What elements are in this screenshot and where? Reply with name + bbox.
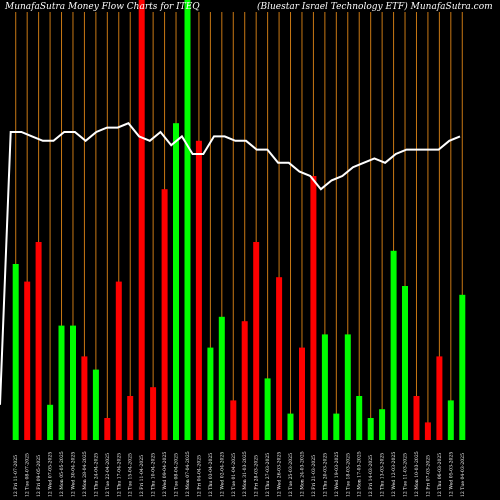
x-tick-label: 12 Fri 04-04-2025: [196, 455, 202, 497]
bar: [413, 396, 420, 440]
x-tick-label: 12 Mon 05-05-2025: [59, 451, 65, 497]
bar: [127, 396, 134, 440]
x-tick-label: 12 Thu 13-03-2025: [380, 453, 386, 497]
x-tick-label: 12 Mon 10-03-2025: [414, 451, 420, 497]
bar: [35, 242, 42, 440]
bar: [310, 176, 317, 440]
bar: [287, 413, 294, 440]
x-tick-label: 12 Wed 07-05-2025: [48, 452, 54, 497]
x-tick-label: 12 Thu 20-03-2025: [322, 453, 328, 497]
x-tick-label: 12 Thu 10-04-2025: [151, 453, 157, 497]
bar: [344, 334, 351, 440]
x-tick-label: 12 Tue 01-04-2025: [231, 453, 237, 497]
x-tick-label: 12 Tue 15-04-2025: [128, 453, 134, 497]
x-tick-label: 12 Wed 30-04-2025: [71, 452, 77, 497]
x-tick-label: 12 Tue 04-03-2025: [460, 453, 466, 497]
bar: [241, 321, 248, 440]
x-tick-label: 12 Fri 11-07-2025: [13, 455, 19, 497]
bar: [333, 413, 340, 440]
bar: [184, 0, 191, 440]
bar: [12, 264, 19, 440]
x-tick-label: 12 Fri 09-05-2025: [36, 455, 42, 497]
x-tick-label: 12 Wed 26-03-2025: [277, 452, 283, 497]
bar: [195, 140, 202, 441]
bar: [104, 418, 111, 440]
x-tick-label: 12 Tue 18-03-2025: [345, 453, 351, 497]
bar: [321, 334, 328, 440]
x-tick-label: 12 Thu 06-03-2025: [437, 453, 443, 497]
x-tick-labels: 12 Fri 11-07-2025 12 Tue 08-07-2025 12 Fri…: [13, 451, 466, 497]
x-tick-label: 12 Wed 05-03-2025: [448, 452, 454, 497]
bar-series: [12, 0, 466, 441]
bar: [161, 189, 168, 440]
bar: [230, 400, 237, 440]
bar: [402, 286, 408, 440]
x-tick-label: 12 Fri 07-03-2025: [425, 455, 431, 497]
bar: [264, 378, 271, 440]
bar: [70, 325, 76, 440]
bar: [150, 387, 157, 440]
bar: [47, 404, 54, 440]
chart-title: MunafaSutra Money Flow Charts for ITEQ: [4, 2, 200, 12]
x-tick-label: 12 Thu 17-04-2025: [116, 453, 122, 497]
bar: [436, 356, 443, 440]
x-tick-label: 12 Fri 11-04-2025: [139, 455, 145, 497]
x-tick-label: 12 Mon 28-04-2025: [82, 451, 88, 497]
x-tick-label: 12 Tue 25-03-2025: [288, 453, 294, 497]
x-tick-label: 12 Tue 22-04-2025: [105, 453, 111, 497]
bar: [459, 294, 466, 440]
x-tick-label: 12 Tue 08-07-2025: [25, 453, 31, 497]
chart-subtitle: (Bluestar Israel Technology ETF) MunafaS…: [257, 1, 493, 12]
x-tick-label: 12 Thu 27-03-2025: [265, 453, 271, 497]
money-flow-line: [0, 121, 461, 405]
x-tick-label: 12 Wed 12-03-2025: [391, 452, 397, 497]
bar: [424, 422, 431, 440]
bar: [390, 250, 397, 440]
bar: [138, 0, 145, 440]
x-tick-label: 12 Wed 02-04-2025: [219, 452, 225, 497]
bar: [218, 316, 225, 440]
bar: [92, 369, 99, 440]
bar: [207, 347, 214, 440]
x-tick-label: 12 Fri 28-03-2025: [254, 455, 260, 497]
bar: [173, 123, 179, 440]
bar: [253, 242, 260, 440]
x-tick-label: 12 Tue 08-04-2025: [174, 453, 180, 497]
x-tick-label: 12 Mon 31-03-2025: [242, 451, 248, 497]
x-tick-label: 12 Thu 24-04-2025: [93, 453, 99, 497]
bar: [356, 396, 363, 440]
x-tick-label: 12 Fri 14-03-2025: [368, 455, 374, 497]
bar: [115, 281, 122, 440]
x-tick-label: 12 Thu 03-04-2025: [208, 453, 214, 497]
x-tick-label: 12 Wed 09-04-2025: [162, 452, 168, 497]
line-series: [0, 121, 461, 405]
bar: [58, 325, 65, 440]
x-tick-label: 12 Wed 19-03-2025: [334, 452, 340, 497]
bar: [447, 400, 454, 440]
x-tick-label: 12 Mon 17-03-2025: [357, 451, 363, 497]
x-tick-label: 12 Mon 24-03-2025: [300, 451, 306, 497]
bar: [367, 418, 374, 440]
bar: [24, 281, 31, 440]
bar: [81, 356, 88, 440]
bar: [276, 277, 283, 440]
x-tick-label: 12 Mon 07-04-2025: [185, 451, 191, 497]
bar: [379, 409, 386, 440]
bar: [299, 347, 305, 440]
x-tick-label: 12 Fri 21-03-2025: [311, 455, 317, 497]
x-tick-label: 12 Tue 11-03-2025: [403, 453, 409, 497]
